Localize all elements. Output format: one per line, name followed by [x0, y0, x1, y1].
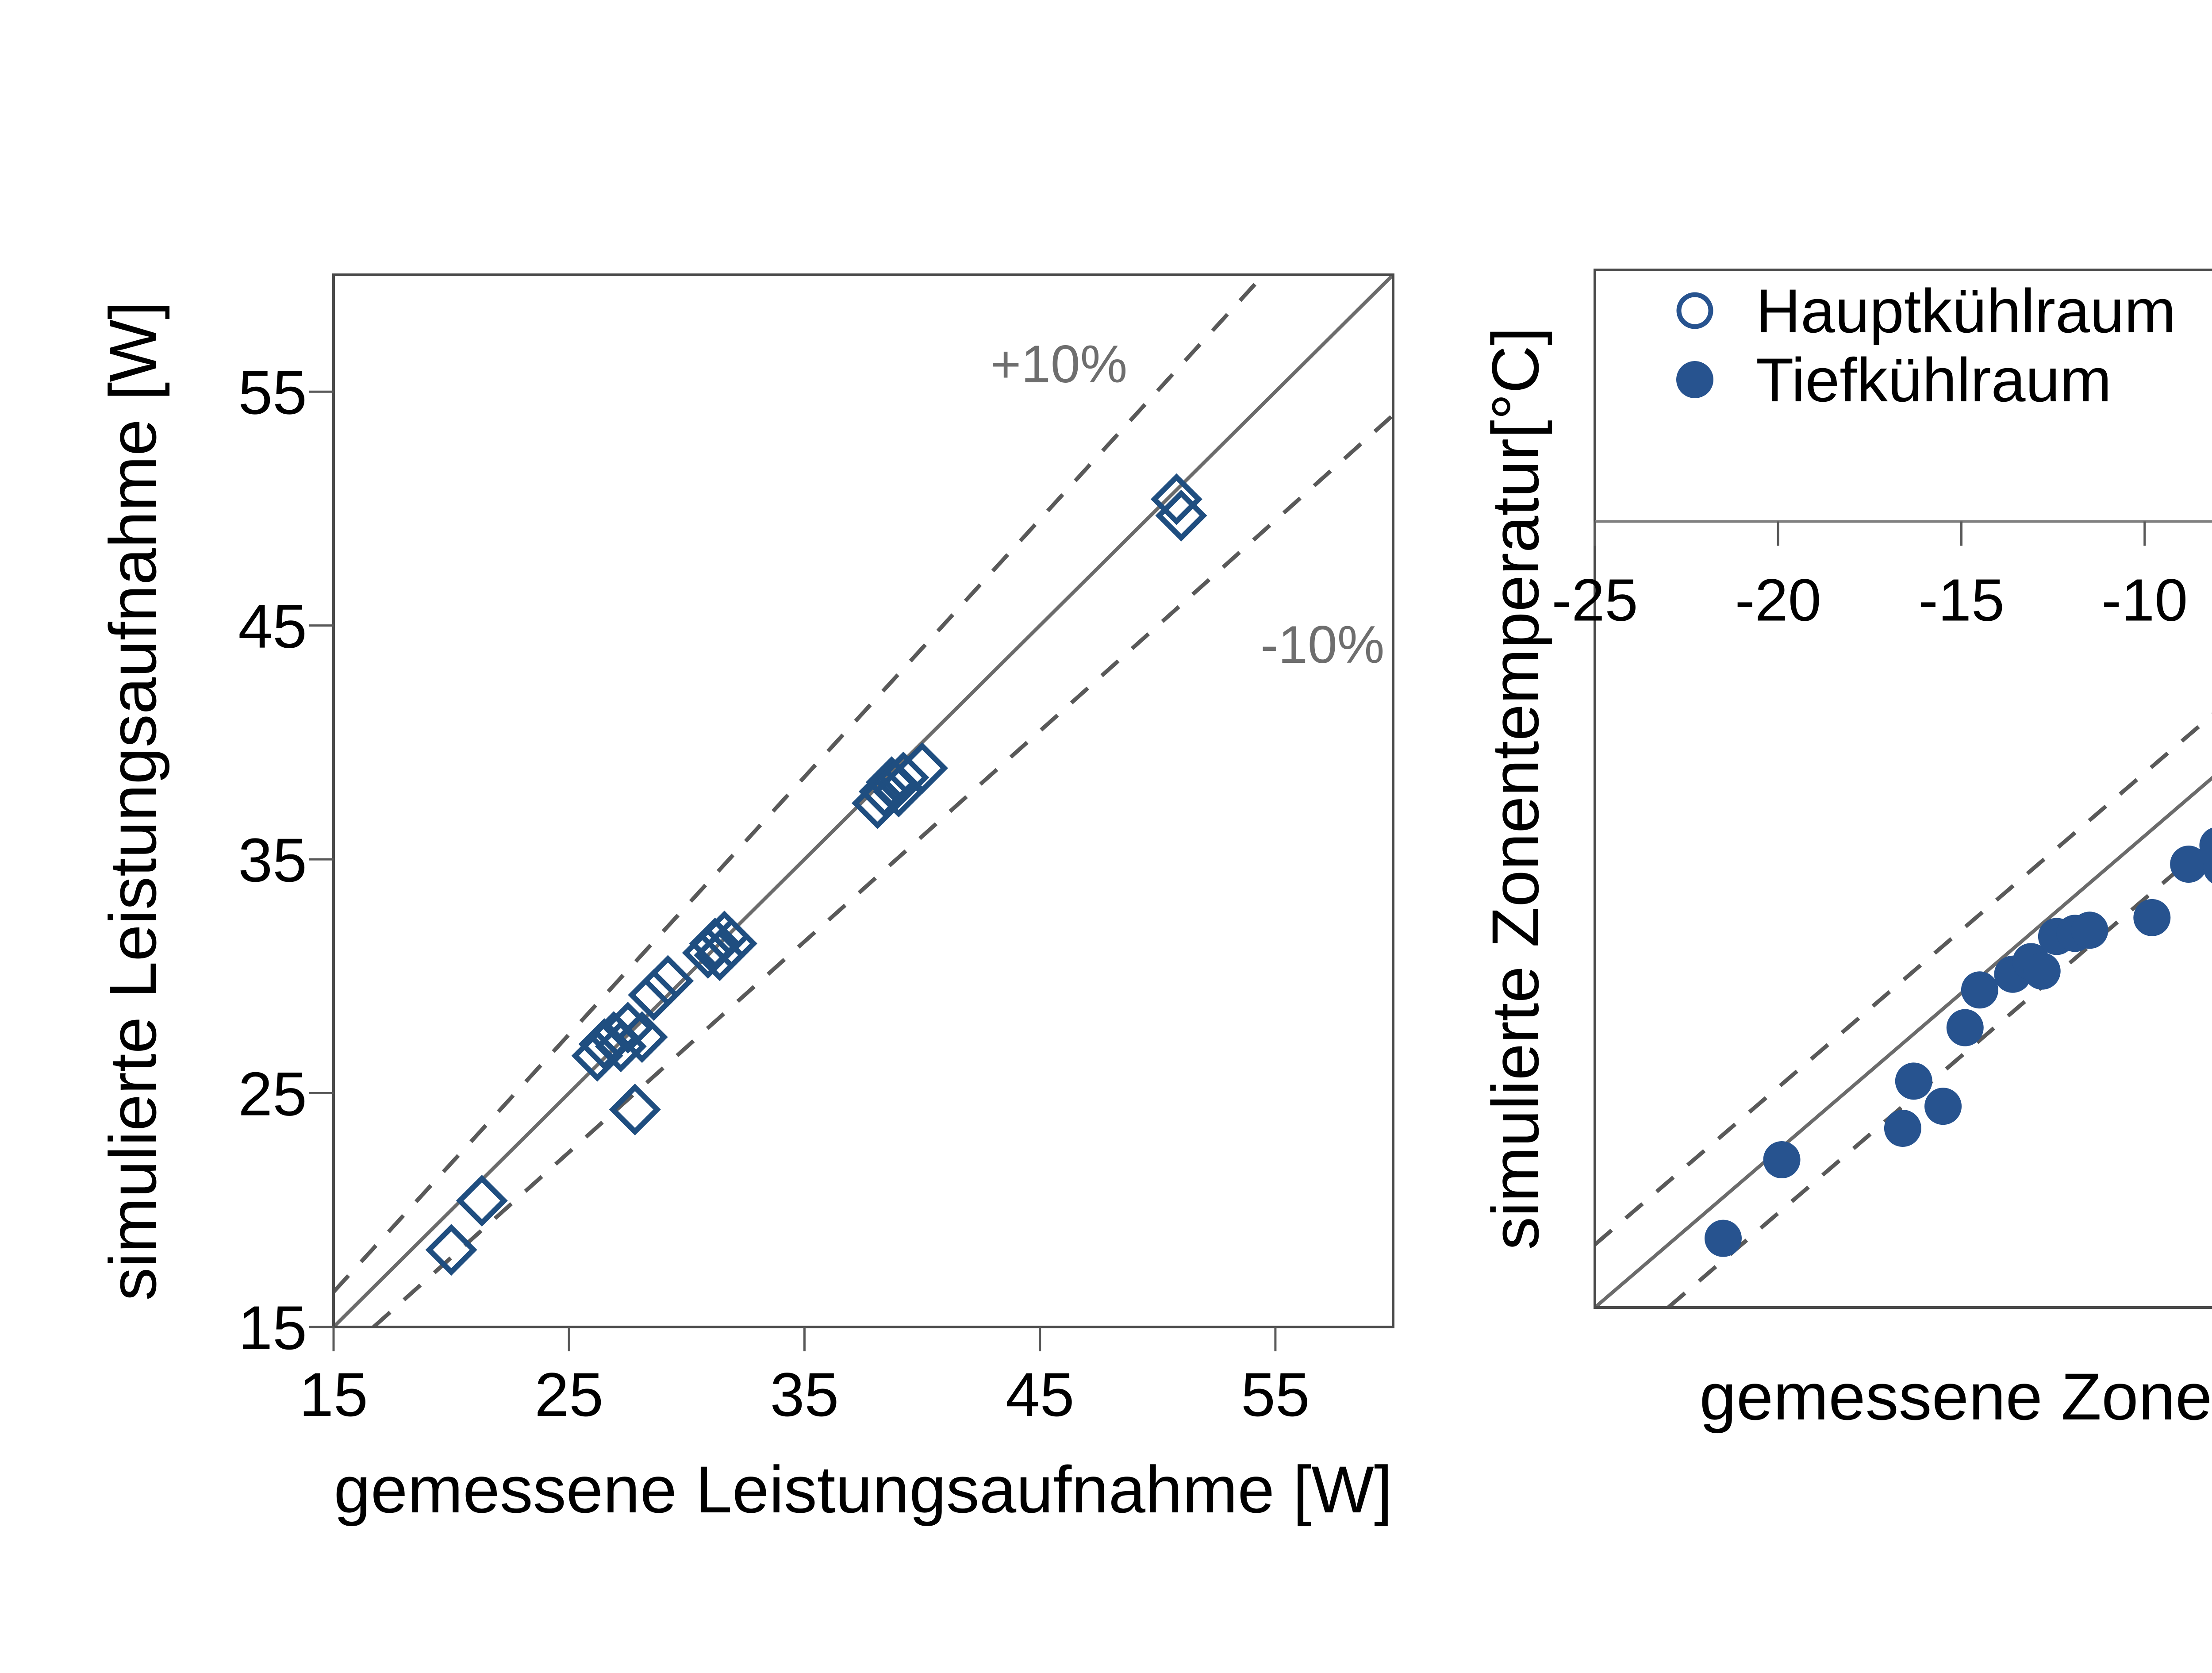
right-chart-y-axis-title: simulierte Zonentemperatur[°C]: [1478, 327, 1552, 1250]
data-point-diamond: [602, 1002, 654, 1054]
x-tick-label: -20: [1735, 566, 1821, 633]
right-chart-x-axis-title: gemessene Zonentemperatur [°C]: [1699, 1359, 2212, 1434]
data-point-diamond: [456, 1175, 508, 1227]
legend-marker-open-circle-icon: [1676, 292, 1713, 329]
x-tick-label: -25: [1551, 566, 1638, 633]
data-point-filled-circle: [1763, 1141, 1801, 1179]
data-point-diamond: [616, 1011, 668, 1063]
right-chart-series-circle-filled: [1704, 827, 2212, 1257]
x-tick-label: 55: [1241, 1360, 1310, 1429]
left-chart-plot-area-border: [332, 273, 1394, 1328]
y-tick-label: 15: [238, 1293, 307, 1362]
y-tick-label: 55: [238, 358, 307, 427]
right-chart: -25-20-15-10-50550-5-10-15-20-25+2 K-2 K…: [1478, 269, 2212, 1434]
y-tick-label: 45: [238, 592, 307, 661]
data-point-filled-circle: [2170, 846, 2208, 883]
data-point-diamond: [851, 777, 903, 829]
data-point-diamond: [642, 955, 694, 1007]
left-chart-annotation-label: -10%: [1260, 615, 1384, 674]
data-point-diamond: [1155, 489, 1207, 542]
right-chart-tolerance-line-lower: [1667, 838, 2212, 1309]
data-point-diamond: [877, 751, 929, 804]
y-tick-label: 35: [238, 825, 307, 895]
data-point-diamond: [628, 969, 680, 1021]
left-chart-x-axis-title: gemessene Leistungsaufnahme [W]: [334, 1452, 1392, 1527]
x-tick-label: -10: [2101, 566, 2188, 633]
right-chart-plot-area-border: [1594, 269, 2212, 1309]
data-point-filled-circle: [2133, 899, 2171, 936]
legend-item-label: Hauptkühlraum: [1756, 276, 2176, 346]
data-point-diamond: [571, 1030, 623, 1082]
y-tick-label: 25: [238, 1059, 307, 1129]
left-chart-tolerance-line-upper: [332, 273, 1265, 1293]
data-point-filled-circle: [2023, 952, 2061, 990]
x-tick-label: 45: [1006, 1360, 1075, 1429]
data-point-filled-circle: [1946, 1009, 1984, 1046]
data-point-diamond: [1150, 473, 1202, 525]
legend-marker-filled-circle-icon: [1676, 361, 1713, 398]
left-chart-identity-line: [332, 273, 1394, 1328]
left-chart-annotation-label: +10%: [990, 335, 1127, 394]
x-tick-label: 25: [534, 1360, 603, 1429]
left-chart: 15 25 35 45 55 15 25 35 45 55 +10% -10% gemessene Le…: [96, 273, 1394, 1527]
data-point-filled-circle: [1895, 1062, 1932, 1100]
data-point-diamond: [609, 1084, 661, 1136]
left-chart-tolerance-line-lower: [372, 413, 1394, 1329]
data-point-diamond: [425, 1224, 477, 1276]
data-point-diamond: [896, 742, 949, 794]
x-tick-label: 35: [770, 1360, 839, 1429]
data-point-filled-circle: [1961, 971, 1998, 1009]
data-point-filled-circle: [2203, 851, 2212, 884]
data-point-filled-circle: [2071, 911, 2108, 949]
x-tick-label: 15: [299, 1360, 368, 1429]
data-point-filled-circle: [1704, 1219, 1742, 1257]
data-point-filled-circle: [1924, 1088, 1962, 1125]
legend-item-label: Tiefkühlraum: [1756, 345, 2112, 415]
left-chart-y-axis-title: simulierte Leistungsaufnahme [W]: [96, 301, 170, 1300]
right-chart-identity-line: [1594, 776, 2212, 1309]
left-chart-series-diamond-open: [425, 473, 1207, 1276]
right-chart-tolerance-line-upper: [1594, 712, 2212, 1246]
data-point-diamond: [705, 917, 757, 969]
data-point-filled-circle: [1884, 1109, 1921, 1147]
x-tick-label: -15: [1918, 566, 2005, 633]
